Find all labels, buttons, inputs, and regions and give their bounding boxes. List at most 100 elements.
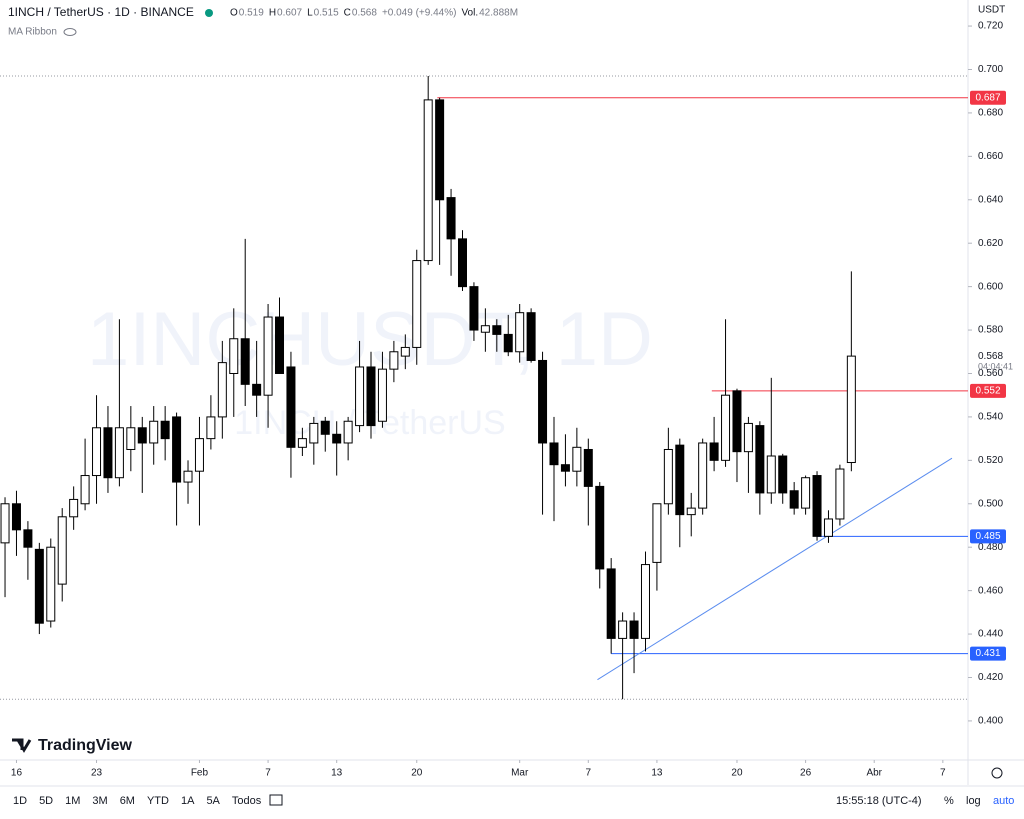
candle-body (389, 351, 399, 370)
candle-body (366, 366, 376, 427)
candle-body (572, 446, 582, 472)
currency: USDT (978, 5, 1005, 16)
candle-body (103, 427, 113, 479)
range-icon[interactable] (269, 794, 283, 806)
candle-body (698, 442, 708, 509)
x-tick-label: 13 (331, 768, 343, 779)
indicator: MA Ribbon (8, 27, 57, 38)
y-tick-label: 0.660 (978, 151, 1003, 162)
candle-body (332, 433, 342, 444)
status-dot (205, 9, 213, 17)
candle-body (23, 529, 33, 548)
y-tick-label: 0.460 (978, 585, 1003, 596)
timeframe-button[interactable]: 1D (13, 795, 27, 807)
price-tag-label: 0.552 (975, 385, 1000, 396)
y-tick-label: 0.480 (978, 542, 1003, 553)
legend-value: 42.888M (479, 8, 518, 19)
timeframe-button[interactable]: YTD (147, 795, 169, 807)
candle-body (595, 485, 605, 570)
y-tick-label: 0.520 (978, 455, 1003, 466)
candle-body (526, 312, 536, 361)
candle-body (309, 422, 319, 444)
candle-body (446, 197, 456, 240)
candle-body (160, 420, 170, 440)
price-tag (970, 529, 1006, 544)
candle-body (92, 427, 102, 477)
candle-body (812, 475, 822, 537)
option-button[interactable]: auto (993, 795, 1014, 807)
candle-body (114, 427, 124, 479)
x-tick-label: Abr (866, 768, 882, 779)
candle-body (320, 420, 330, 435)
timeframe-button[interactable]: 5D (39, 795, 53, 807)
timeframe-button[interactable]: 1M (65, 795, 80, 807)
candle-body (412, 260, 422, 348)
candle-body (137, 427, 147, 444)
candle-body (766, 455, 776, 494)
candle-body (286, 366, 296, 448)
candle-body (743, 422, 753, 453)
y-tick-label: 0.440 (978, 629, 1003, 640)
candle-body (629, 620, 639, 639)
candle-body (469, 286, 479, 331)
candle-body (183, 470, 193, 483)
price-tag-label: 0.485 (975, 531, 1000, 542)
candle-body (57, 516, 67, 585)
timeframe-button[interactable]: 3M (92, 795, 107, 807)
last-price: 0.568 (978, 351, 1003, 362)
candle-body (400, 346, 410, 357)
timeframe-button[interactable]: 1A (181, 795, 195, 807)
settings-icon[interactable] (991, 767, 1003, 779)
candle-body (652, 503, 662, 563)
candle-body (549, 442, 559, 466)
timeframe-button[interactable]: 5A (206, 795, 220, 807)
candle-body (823, 518, 833, 537)
candle-body (46, 546, 56, 622)
legend-label: C (344, 8, 351, 19)
y-tick-label: 0.420 (978, 672, 1003, 683)
legend-label: L (307, 8, 313, 19)
trendline (597, 457, 953, 681)
candle-body (846, 355, 856, 464)
x-tick-label: Feb (191, 768, 209, 779)
candle-body (377, 368, 387, 422)
clock: 15:55:18 (UTC-4) (836, 795, 922, 807)
eye-icon[interactable] (63, 28, 77, 36)
x-tick-label: 23 (91, 768, 103, 779)
y-tick-label: 0.500 (978, 498, 1003, 509)
option-button[interactable]: % (944, 795, 954, 807)
candle-body (721, 394, 731, 461)
candle-body (618, 620, 628, 639)
candle-body (457, 238, 467, 288)
brand-logo (12, 738, 32, 753)
candle-body (355, 366, 365, 427)
x-tick-label: 20 (411, 768, 423, 779)
candle-body (149, 420, 159, 444)
candle-body (11, 503, 21, 531)
legend-value: +0.049 (+9.44%) (382, 8, 457, 19)
price-tag-label: 0.687 (975, 92, 1000, 103)
candle-body (538, 359, 548, 444)
candle-body (492, 325, 502, 335)
candle-body (217, 362, 227, 418)
candle-body (755, 425, 765, 494)
candle-body (835, 468, 845, 520)
candle-body (172, 416, 182, 483)
candle-body (606, 568, 616, 639)
candle-body (240, 338, 250, 385)
candle-body (515, 312, 525, 353)
candle-body (252, 383, 262, 396)
option-button[interactable]: log (966, 795, 981, 807)
x-tick-label: 16 (11, 768, 23, 779)
y-tick-label: 0.560 (978, 368, 1003, 379)
candle-body (423, 99, 433, 262)
candle-body (709, 442, 719, 461)
candle-body (503, 333, 513, 353)
candle-body (801, 477, 811, 509)
y-tick-label: 0.620 (978, 238, 1003, 249)
legend-label: Vol. (461, 8, 478, 19)
candle-body (0, 503, 10, 544)
candle-body (126, 427, 136, 450)
timeframe-button[interactable]: Todos (232, 795, 262, 807)
timeframe-button[interactable]: 6M (120, 795, 135, 807)
